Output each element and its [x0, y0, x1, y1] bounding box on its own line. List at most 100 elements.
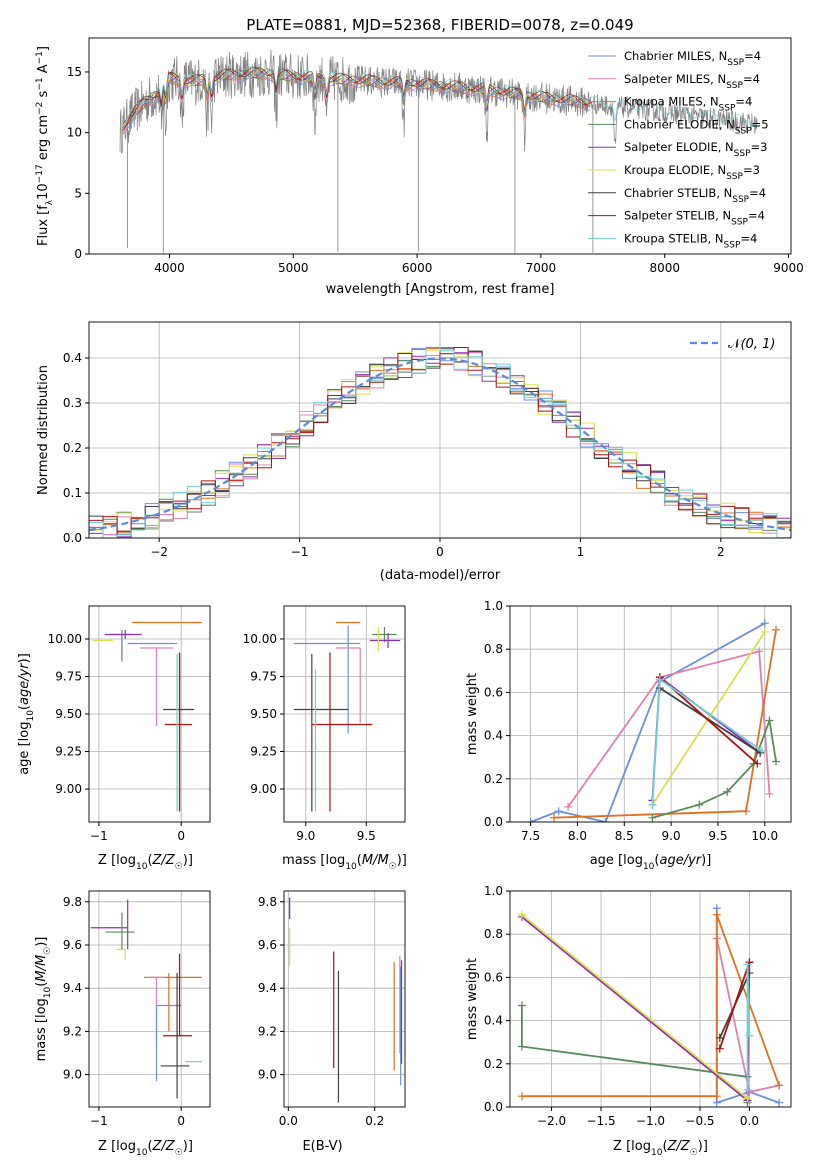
weight-marker: [564, 802, 573, 811]
label-part: SSP: [731, 218, 748, 228]
label-part: 𝒩: [728, 337, 743, 352]
label-part: erg cm: [36, 115, 51, 164]
weight-line: [530, 622, 766, 822]
label-part: −1: [35, 77, 45, 90]
weight-marker: [772, 625, 781, 634]
model-spectrum-line: [122, 68, 591, 126]
weight-marker: [765, 716, 774, 725]
label-part: Chabrier STELIB, N: [624, 186, 732, 200]
x-tick-label: 4000: [154, 261, 185, 275]
plot-area: [517, 904, 784, 1107]
y-tick-label: 9.75: [55, 670, 82, 684]
weight-marker: [712, 1092, 721, 1101]
y-tick-label: 0.3: [63, 396, 82, 410]
label-part: Salpeter STELIB, N: [624, 209, 731, 223]
y-axis-label: Normed distribution: [36, 365, 51, 495]
plot-area: [526, 619, 781, 822]
x-tick-label: 7.5: [521, 829, 540, 843]
y-tick-label: 9.25: [55, 745, 82, 759]
label-part: =4: [743, 72, 760, 86]
x-tick-label: 9.0: [662, 829, 681, 843]
x-tick-label: 2: [717, 545, 725, 559]
weight-marker: [772, 757, 781, 766]
y-tick-label: 9.4: [258, 981, 277, 995]
x-tick-label: −1.0: [636, 1114, 665, 1128]
y-tick-label: 9.8: [63, 895, 82, 909]
label-part: Z/Z: [152, 1139, 176, 1154]
model-spectrum-line: [122, 70, 591, 134]
label-part: Z/Z: [152, 853, 176, 868]
label-part: Z/Z: [667, 1139, 691, 1154]
y-tick-label: 0.0: [484, 815, 503, 829]
weight-marker: [765, 789, 774, 798]
model-spectrum-line: [122, 66, 591, 131]
x-tick-label: −1.5: [586, 1114, 615, 1128]
x-tick-label: −1: [90, 829, 108, 843]
label-part: SSP: [726, 81, 743, 91]
y-tick-label: 9.50: [250, 707, 277, 721]
y-tick-label: 9.6: [258, 938, 277, 952]
x-tick-label: −0.5: [685, 1114, 714, 1128]
legend-label: Salpeter MILES, NSSP=4: [624, 72, 760, 91]
label-part: age/yr: [17, 662, 32, 705]
legend-label: Chabrier STELIB, NSSP=4: [624, 186, 766, 205]
weight-marker: [550, 813, 559, 822]
histogram-step: [89, 346, 791, 538]
label-part: )]: [701, 853, 711, 868]
y-axis-label: mass weight: [465, 958, 480, 1040]
weight-marker: [723, 787, 732, 796]
y-tick-label: 0: [74, 247, 82, 261]
y-axis-label: Flux [fλ10−17 erg cm−2 s−1 A−1]: [35, 46, 55, 246]
label-part: ☉: [690, 1148, 698, 1158]
weight-marker: [743, 1094, 752, 1103]
x-tick-label: 6000: [402, 261, 433, 275]
label-part: (0, 1): [740, 337, 775, 352]
y-tick-label: 0.4: [484, 1014, 503, 1028]
label-part: Z [log: [613, 1139, 651, 1154]
legend-label: Kroupa MILES, NSSP=4: [624, 95, 752, 114]
weight-marker: [526, 818, 535, 822]
weight-line: [521, 1005, 749, 1103]
weight-marker: [695, 800, 704, 809]
y-tick-label: 9.25: [250, 745, 277, 759]
x-axis-label: Z [log10(Z/Z☉)]: [98, 853, 193, 872]
legend-label: Kroupa ELODIE, NSSP=3: [624, 163, 760, 182]
weight-marker: [745, 1031, 754, 1040]
x-tick-label: 1: [577, 545, 585, 559]
label-part: age/yr: [659, 853, 702, 868]
label-part: Salpeter ELODIE, N: [624, 140, 734, 154]
label-part: Kroupa MILES, N: [624, 95, 719, 109]
label-part: age [log: [17, 722, 32, 775]
weight-marker: [554, 807, 563, 816]
y-tick-label: 0.8: [484, 927, 503, 941]
weight-marker: [775, 1098, 784, 1107]
legend-label: Chabrier ELODIE, NSSP=5: [624, 117, 769, 136]
x-tick-label: 0: [436, 545, 444, 559]
x-tick-label: 9.0: [296, 829, 315, 843]
plot-area: [90, 899, 202, 1099]
axes-frame: [509, 605, 792, 823]
label-part: =4: [735, 95, 752, 109]
weight-marker: [655, 675, 664, 684]
label-part: (: [147, 1139, 152, 1154]
label-part: mass [log: [34, 998, 49, 1061]
x-tick-label: 0.2: [365, 1114, 384, 1128]
weight-marker: [775, 1081, 784, 1090]
legend-label: Salpeter ELODIE, NSSP=3: [624, 140, 767, 159]
x-tick-label: 7000: [526, 261, 557, 275]
x-axis-label: Z [log10(Z/Z☉)]: [98, 1139, 193, 1158]
y-tick-label: 0.2: [484, 772, 503, 786]
label-part: 10: [26, 710, 36, 722]
label-part: )]: [698, 1139, 708, 1154]
label-part: M/M: [362, 853, 389, 868]
plot-layer: 4000 5000 6000 7000 8000 9000051015wavelength…: [17, 37, 804, 1158]
label-part: )]: [183, 1139, 193, 1154]
x-tick-label: −2.0: [537, 1114, 566, 1128]
y-tick-label: 0.1: [63, 486, 82, 500]
axes-frame: [88, 890, 211, 1108]
label-part: (: [654, 853, 659, 868]
y-tick-label: 9.4: [63, 981, 82, 995]
weight-marker: [648, 813, 657, 822]
axes-frame: [283, 890, 406, 1108]
weight-marker: [743, 960, 752, 969]
